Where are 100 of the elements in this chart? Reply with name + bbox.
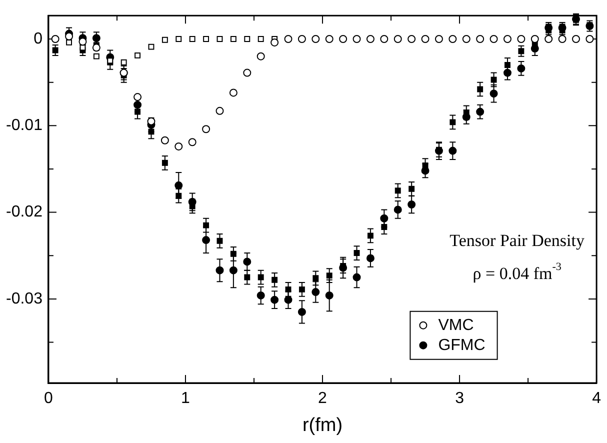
point bbox=[394, 34, 402, 43]
point bbox=[448, 34, 457, 43]
legend-label: VMC bbox=[438, 316, 474, 334]
point bbox=[92, 34, 100, 42]
point bbox=[462, 34, 470, 43]
point bbox=[339, 34, 348, 43]
point bbox=[52, 47, 58, 54]
point bbox=[408, 186, 415, 192]
point bbox=[202, 125, 210, 134]
point bbox=[394, 206, 402, 214]
point bbox=[230, 250, 236, 257]
point bbox=[176, 192, 182, 199]
point bbox=[517, 34, 526, 43]
point bbox=[572, 34, 580, 43]
point bbox=[230, 36, 236, 42]
point bbox=[503, 68, 512, 77]
point bbox=[298, 308, 306, 316]
point bbox=[517, 64, 526, 72]
point bbox=[476, 34, 484, 43]
point bbox=[448, 146, 457, 155]
point bbox=[394, 188, 401, 194]
point bbox=[203, 222, 210, 228]
point bbox=[544, 34, 553, 43]
point bbox=[160, 136, 169, 144]
point bbox=[270, 38, 279, 46]
point bbox=[258, 36, 264, 42]
y-tick-label: 0 bbox=[34, 30, 43, 48]
point bbox=[216, 36, 223, 42]
point bbox=[530, 34, 539, 43]
point bbox=[434, 34, 443, 43]
point bbox=[147, 117, 156, 126]
point bbox=[298, 286, 305, 292]
point bbox=[51, 34, 60, 43]
point bbox=[352, 34, 361, 43]
point bbox=[558, 34, 566, 43]
point bbox=[421, 34, 430, 43]
point bbox=[380, 34, 388, 43]
point bbox=[78, 38, 87, 46]
point bbox=[256, 291, 265, 300]
x-tick-label: 4 bbox=[592, 390, 602, 408]
point bbox=[92, 44, 100, 52]
point bbox=[189, 36, 196, 42]
point bbox=[80, 44, 86, 51]
point bbox=[366, 34, 374, 43]
point bbox=[66, 39, 72, 46]
point bbox=[203, 36, 210, 42]
point bbox=[326, 272, 332, 279]
point bbox=[530, 44, 539, 53]
point bbox=[244, 274, 250, 280]
point bbox=[244, 36, 250, 42]
point bbox=[174, 181, 183, 190]
point bbox=[284, 34, 292, 43]
y-tick-label: -0.01 bbox=[6, 117, 43, 134]
y-tick-label: -0.03 bbox=[6, 290, 43, 308]
point bbox=[312, 288, 320, 296]
point bbox=[134, 108, 141, 115]
point bbox=[381, 224, 388, 230]
x-axis-title: r(fm) bbox=[302, 414, 343, 436]
point bbox=[504, 62, 510, 68]
point bbox=[518, 48, 524, 54]
point bbox=[408, 200, 416, 208]
point bbox=[366, 254, 374, 262]
point bbox=[284, 296, 292, 304]
point bbox=[325, 291, 334, 300]
point bbox=[93, 53, 100, 60]
point bbox=[298, 34, 306, 43]
point bbox=[229, 88, 238, 97]
point bbox=[120, 59, 127, 66]
point bbox=[490, 90, 498, 98]
point bbox=[134, 93, 142, 102]
point bbox=[586, 34, 594, 43]
point bbox=[134, 52, 141, 58]
point bbox=[188, 138, 196, 146]
point bbox=[176, 36, 182, 42]
point bbox=[243, 258, 252, 266]
point bbox=[339, 264, 348, 272]
point bbox=[352, 273, 361, 282]
legend-label: GFMC bbox=[438, 336, 486, 354]
point bbox=[134, 100, 142, 109]
y-tick-label: -0.02 bbox=[6, 204, 43, 221]
point bbox=[162, 36, 168, 43]
point bbox=[503, 34, 512, 43]
point bbox=[325, 34, 334, 43]
point bbox=[490, 76, 497, 83]
point bbox=[174, 142, 183, 150]
point bbox=[243, 68, 252, 77]
point bbox=[188, 198, 196, 206]
point bbox=[148, 128, 154, 135]
point bbox=[380, 214, 388, 222]
point bbox=[490, 34, 498, 43]
point bbox=[216, 106, 224, 115]
point bbox=[477, 86, 484, 92]
point bbox=[285, 286, 292, 292]
point bbox=[162, 160, 168, 166]
point bbox=[421, 166, 430, 175]
point bbox=[216, 266, 224, 274]
point bbox=[270, 296, 279, 304]
point bbox=[312, 34, 320, 43]
x-tick-label: 2 bbox=[318, 390, 328, 408]
point bbox=[258, 274, 264, 280]
